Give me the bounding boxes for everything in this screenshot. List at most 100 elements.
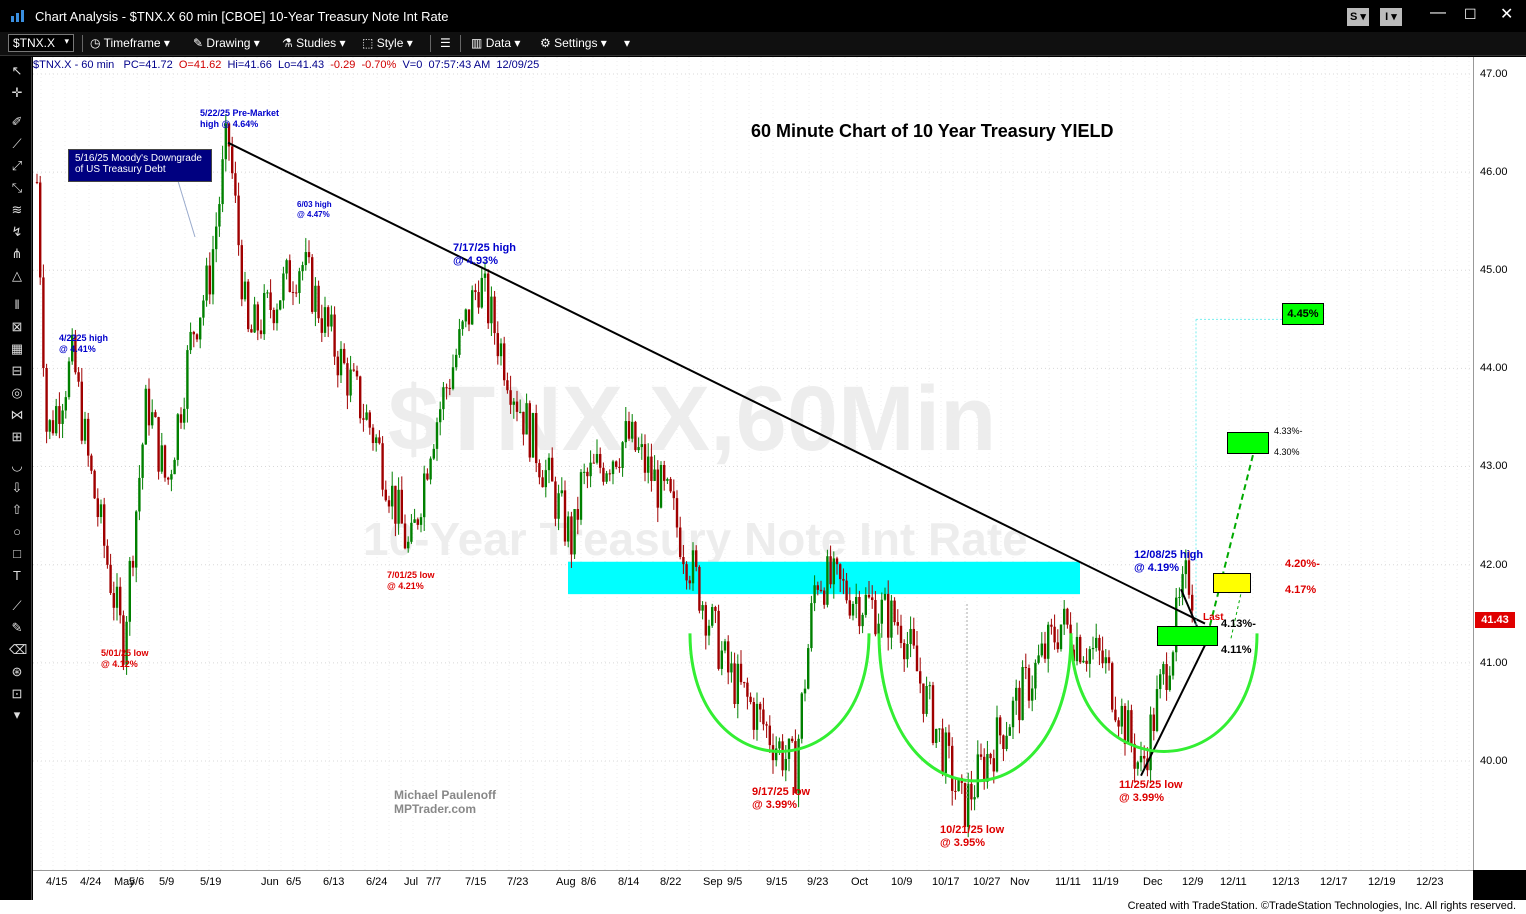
candle-body: [915, 645, 919, 672]
author-credit: Michael Paulenoff MPTrader.com: [394, 788, 497, 816]
triangle-icon[interactable]: △: [12, 268, 22, 283]
settings-menu[interactable]: ⚙ Settings ▾: [540, 36, 607, 50]
candle-body: [522, 411, 525, 435]
candle-body: [282, 273, 285, 301]
clock-icon: ◷: [90, 36, 101, 50]
target-420-box: [1213, 573, 1251, 593]
time-axis[interactable]: 4/15 4/24 May 5/6 5/9 5/19 Jun 6/5 6/13 6/24 Jul 7/…: [33, 870, 1473, 900]
candle-body: [992, 758, 995, 772]
maximize-icon[interactable]: ☐: [1464, 6, 1477, 22]
minimize-icon[interactable]: —: [1430, 4, 1446, 21]
candle-body: [727, 641, 730, 673]
candle-body: [723, 641, 727, 651]
candle-body: [439, 409, 442, 423]
candle-body: [1104, 657, 1107, 664]
circle-target-icon[interactable]: ◎: [11, 385, 23, 400]
fibonacci-icon[interactable]: ‖: [14, 297, 20, 312]
pitchfork-icon[interactable]: ⋔: [11, 246, 23, 261]
candle-body: [563, 490, 567, 542]
trendline-icon[interactable]: ⟋: [12, 136, 22, 151]
candle-body: [752, 702, 755, 730]
candle-body: [147, 388, 151, 426]
eraser-icon[interactable]: ⟋: [12, 598, 22, 613]
candle-body: [493, 296, 496, 334]
drawing-menu[interactable]: ✎ Drawing ▾: [193, 36, 260, 50]
horizontal-line-icon[interactable]: ⤢: [11, 158, 23, 173]
candle-body: [698, 566, 701, 611]
candle-body: [1002, 735, 1005, 750]
fib-fan-icon[interactable]: ⋈: [10, 407, 24, 422]
candle-body: [899, 625, 903, 644]
delete-icon[interactable]: ⌫: [9, 642, 28, 657]
candle-body: [525, 403, 528, 435]
candle-body: [1024, 667, 1027, 669]
candle-body: [611, 461, 615, 475]
symbol-input[interactable]: $TNX.X ▾: [8, 34, 74, 52]
candle-body: [451, 367, 455, 389]
chevron-down-icon: ▾: [64, 36, 69, 46]
layout-icon[interactable]: ☰: [440, 36, 451, 50]
candle-body: [519, 411, 522, 413]
arrow-up-icon[interactable]: ⇧: [11, 502, 23, 517]
arrow-down-icon[interactable]: ⇩: [11, 480, 23, 495]
candle-body: [138, 477, 141, 512]
timeframe-menu[interactable]: ◷ Timeframe ▾: [90, 36, 170, 50]
toolbar-overflow[interactable]: ▾: [624, 36, 631, 50]
vertical-line-icon[interactable]: ⤡: [11, 180, 23, 195]
speed-lines-icon[interactable]: ⊟: [11, 363, 23, 378]
candle-body: [743, 682, 746, 684]
style-menu[interactable]: ⬚ Style ▾: [362, 36, 413, 50]
alert-icon[interactable]: ⊡: [11, 686, 23, 701]
candle-body: [397, 489, 400, 524]
candle-body: [592, 462, 595, 464]
circle-icon[interactable]: ○: [13, 524, 21, 539]
candle-body: [381, 443, 384, 490]
brush-icon[interactable]: ✐: [11, 114, 23, 129]
candle-body: [128, 560, 131, 622]
format-icon[interactable]: ✎: [11, 620, 23, 635]
candle-body: [973, 797, 976, 800]
candle-body: [426, 473, 429, 480]
arrow-icon[interactable]: ↯: [11, 224, 23, 239]
close-icon[interactable]: ✕: [1500, 6, 1514, 23]
candle-body: [931, 685, 935, 743]
candle-body: [419, 517, 423, 525]
candle-body: [333, 314, 336, 357]
candle-body: [1082, 660, 1085, 663]
data-menu[interactable]: ▥ Data ▾: [471, 36, 521, 50]
candle-body: [154, 412, 157, 418]
measure-icon[interactable]: ⊞: [11, 429, 23, 444]
expand-icon[interactable]: ▾: [13, 707, 21, 722]
studies-menu[interactable]: ⚗ Studies ▾: [282, 36, 346, 50]
symbol-watermark: $TNX.X,60Min: [388, 368, 997, 470]
gann-icon[interactable]: ⊠: [11, 319, 23, 334]
price-axis[interactable]: 47.00 46.00 45.00 44.00 43.00 42.00 41.0…: [1473, 57, 1526, 870]
candle-body: [935, 728, 938, 743]
candle-body: [599, 453, 602, 468]
i-link-button[interactable]: I ▾: [1380, 8, 1402, 26]
grid-icon[interactable]: ▦: [10, 341, 24, 356]
candle-body: [1063, 608, 1066, 625]
arc-icon[interactable]: ◡: [11, 458, 23, 473]
candle-body: [736, 663, 739, 705]
price-tick: 44.00: [1480, 362, 1508, 374]
candle-body: [912, 628, 915, 646]
time-label: 9/5: [727, 876, 743, 888]
symbol-info-line: $TNX.X - 60 min PC=41.72 O=41.62 Hi=41.6…: [33, 59, 539, 71]
candle-body: [55, 406, 58, 434]
channel-icon[interactable]: ≋: [11, 202, 23, 217]
candle-body: [103, 504, 106, 546]
crosshair-icon[interactable]: ✛: [11, 85, 23, 100]
cursor-icon[interactable]: ↖: [11, 63, 23, 78]
chart-plot-area[interactable]: $TNX.X,60Min 10-Year Treasury Note Int R…: [33, 57, 1473, 870]
text-icon[interactable]: T: [13, 568, 21, 583]
target-430-box: [1227, 432, 1269, 454]
candle-body: [275, 309, 279, 324]
candle-body: [429, 458, 432, 480]
magnet-icon[interactable]: ⊛: [11, 664, 23, 679]
candle-body: [74, 334, 77, 373]
candle-body: [39, 182, 42, 278]
s-link-button[interactable]: S ▾: [1347, 8, 1369, 26]
rectangle-icon[interactable]: □: [13, 546, 21, 561]
candle-body: [346, 363, 349, 396]
